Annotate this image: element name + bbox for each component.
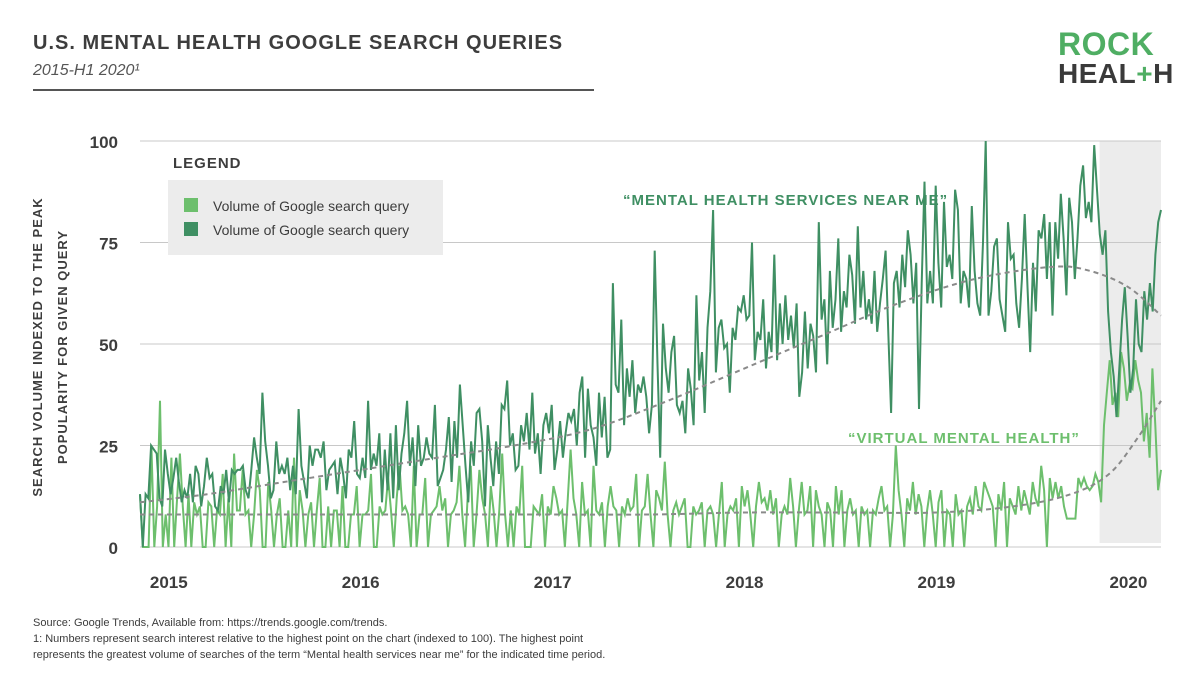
x-tick-label: 2020 (1109, 573, 1147, 592)
source-line: Source: Google Trends, Available from: h… (33, 617, 388, 629)
legend-entry-light: Volume of Google search query (213, 198, 409, 214)
search-queries-chart: 0 25 50 75 100 2015 2016 2017 2018 2019 2020 Volu… (90, 133, 1162, 592)
page-title: U.S. MENTAL HEALTH GOOGLE SEARCH QUERIES (33, 32, 564, 54)
annotation-mental-health-services: “MENTAL HEALTH SERVICES NEAR ME” (623, 192, 948, 209)
rock-health-logo: ROCK HEAL+H (1058, 26, 1174, 88)
footnote-line1: 1: Numbers represent search interest rel… (33, 633, 584, 645)
y-tick-label: 100 (90, 133, 118, 152)
logo-line1: ROCK (1058, 26, 1155, 62)
series-line-mental-health-services (139, 140, 1162, 548)
page-subtitle: 2015-H1 2020¹ (33, 62, 140, 79)
x-tick-label: 2019 (918, 573, 956, 592)
legend-entry-dark: Volume of Google search query (213, 222, 409, 238)
y-tick-label: 25 (99, 438, 118, 457)
y-tick-label: 75 (99, 235, 118, 254)
y-tick-label: 50 (99, 336, 118, 355)
logo-plus: + (1136, 58, 1154, 89)
x-tick-label: 2016 (342, 573, 380, 592)
legend-swatch-light (184, 198, 198, 212)
trend-line-virtual-mental-health (140, 400, 1162, 516)
source-notes: Source: Google Trends, Available from: h… (33, 615, 605, 663)
x-ticks: 2015 2016 2017 2018 2019 2020 (150, 573, 1147, 592)
y-ticks: 0 25 50 75 100 (90, 133, 118, 558)
footnote-line2: represents the greatest volume of search… (33, 649, 606, 661)
y-tick-label: 0 (109, 539, 118, 558)
logo-line2-a: HEAL (1058, 58, 1137, 89)
shaded-region (1099, 141, 1161, 543)
series-line-virtual-mental-health (139, 351, 1162, 548)
legend-title: LEGEND (173, 155, 242, 172)
logo-line2-b: H (1153, 58, 1174, 89)
legend-swatch-dark (184, 222, 198, 236)
x-tick-label: 2018 (726, 573, 764, 592)
logo-line2: HEAL+H (1058, 59, 1174, 88)
title-divider (33, 89, 594, 91)
annotation-virtual-mental-health: “VIRTUAL MENTAL HEALTH” (848, 430, 1080, 447)
legend-box (168, 180, 443, 255)
x-tick-label: 2017 (534, 573, 572, 592)
x-tick-label: 2015 (150, 573, 188, 592)
trend-line-mental-health-services (139, 265, 1162, 504)
